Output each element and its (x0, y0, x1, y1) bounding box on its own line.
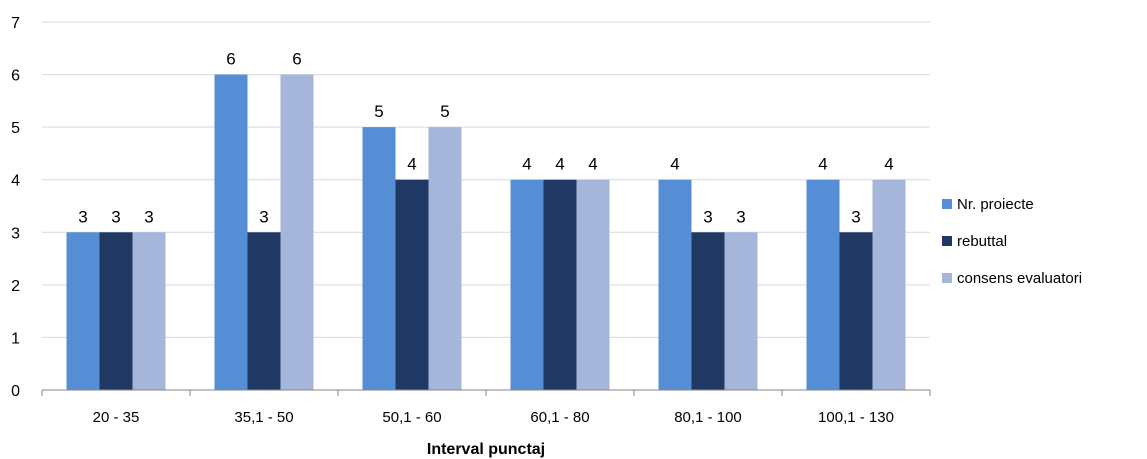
axes (41, 389, 931, 396)
data-label: 6 (226, 50, 235, 69)
data-label: 5 (440, 102, 449, 121)
y-tick-label: 6 (11, 68, 20, 85)
legend-swatch (942, 199, 952, 209)
bar (543, 179, 577, 390)
y-tick-label: 5 (11, 120, 20, 137)
bar (839, 232, 873, 390)
y-tick-label: 0 (11, 383, 20, 400)
x-tick-label: 35,1 - 50 (234, 409, 293, 426)
data-label: 6 (292, 50, 301, 69)
legend-label: rebuttal (957, 233, 1007, 250)
y-tick-label: 7 (11, 15, 20, 32)
data-label: 3 (144, 207, 153, 226)
data-label: 4 (555, 155, 564, 174)
legend-swatch (942, 236, 952, 246)
y-tick-label: 4 (11, 173, 20, 190)
bar (872, 179, 906, 390)
x-tick-label: 80,1 - 100 (674, 409, 742, 426)
data-label: 4 (884, 155, 893, 174)
legend: Nr. proiecte rebuttal consens evaluatori (942, 196, 1082, 287)
bar (214, 74, 248, 391)
legend-label: Nr. proiecte (957, 196, 1034, 213)
bar (132, 232, 166, 390)
bar (247, 232, 281, 390)
bar (510, 179, 544, 390)
y-tick-label: 3 (11, 225, 20, 242)
bar (428, 127, 462, 391)
data-label: 3 (703, 207, 712, 226)
data-label: 3 (851, 207, 860, 226)
bar (724, 232, 758, 390)
data-label: 4 (588, 155, 597, 174)
gridlines (42, 21, 930, 338)
bar (99, 232, 133, 390)
x-tick-label: 100,1 - 130 (818, 409, 894, 426)
data-label: 4 (407, 155, 416, 174)
data-label: 3 (111, 207, 120, 226)
data-label: 4 (522, 155, 531, 174)
x-tick-label: 50,1 - 60 (382, 409, 441, 426)
bars (66, 74, 906, 391)
legend-label: consens evaluatori (957, 270, 1082, 287)
x-axis-title: Interval punctaj (427, 441, 545, 458)
x-axis-ticks: 20 - 35 35,1 - 50 50,1 - 60 60,1 - 80 80,1 -… (93, 409, 894, 426)
data-labels: 3 3 3 6 3 6 5 4 5 4 4 4 4 3 3 4 3 4 (78, 50, 893, 227)
bar (691, 232, 725, 390)
data-label: 4 (670, 155, 679, 174)
y-tick-label: 2 (11, 278, 20, 295)
bar (362, 127, 396, 391)
bar (658, 179, 692, 390)
bar (66, 232, 100, 390)
data-label: 5 (374, 102, 383, 121)
bar (576, 179, 610, 390)
bar (806, 179, 840, 390)
data-label: 3 (259, 207, 268, 226)
x-tick-label: 60,1 - 80 (530, 409, 589, 426)
bar (280, 74, 314, 391)
y-axis-ticks: 0 1 2 3 4 5 6 7 (11, 15, 20, 400)
x-tick-label: 20 - 35 (93, 409, 140, 426)
data-label: 3 (78, 207, 87, 226)
data-label: 4 (818, 155, 827, 174)
legend-swatch (942, 273, 952, 283)
y-tick-label: 1 (11, 330, 20, 347)
bar (395, 179, 429, 390)
data-label: 3 (736, 207, 745, 226)
